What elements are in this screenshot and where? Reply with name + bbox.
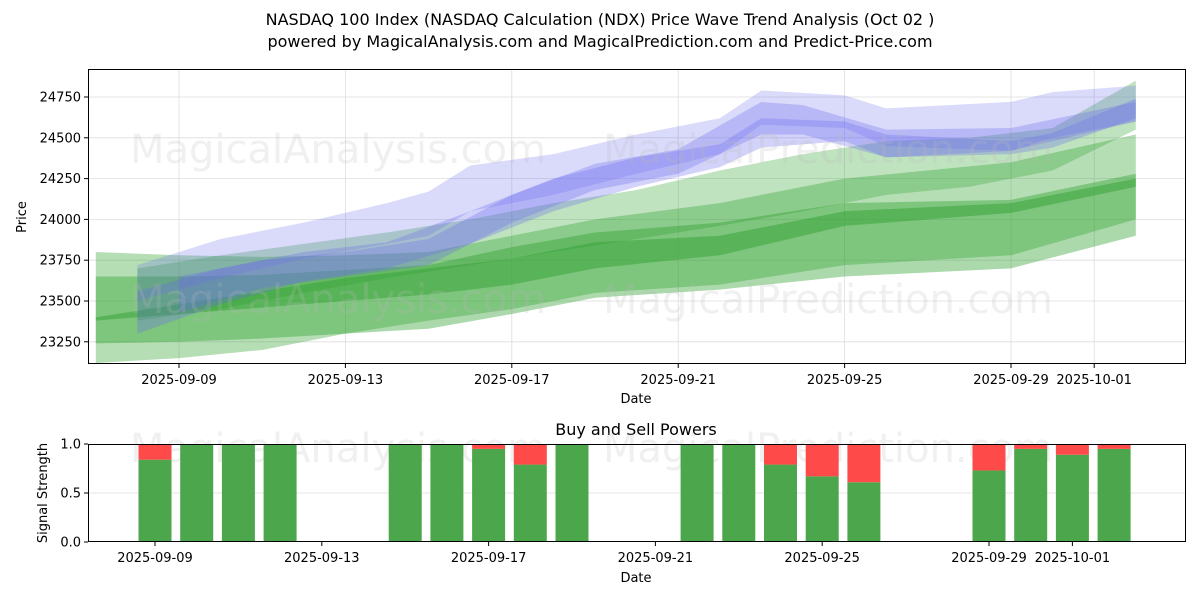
sell-bar	[138, 444, 172, 460]
buy-bar	[263, 444, 297, 542]
y-tick-label: 24750	[40, 91, 81, 106]
x-tick-label: 2025-09-25	[807, 373, 883, 388]
buy-bar	[847, 482, 881, 542]
chart-subtitle: powered by MagicalAnalysis.com and Magic…	[267, 32, 933, 51]
signal-y-axis-label: Signal Strength	[36, 443, 51, 543]
x-tick-label: 2025-09-21	[640, 373, 716, 388]
chart-title: NASDAQ 100 Index (NASDAQ Calculation (ND…	[265, 10, 935, 29]
signal-x-axis-label: Date	[620, 571, 651, 586]
x-tick-label: 2025-09-29	[973, 373, 1049, 388]
buy-bar	[472, 448, 506, 542]
sell-bar	[805, 444, 839, 477]
buy-bar	[513, 464, 547, 542]
green-band-1	[95, 134, 1136, 364]
price-y-axis: 23250 23500 23750 24000 24250 24500 24750	[40, 91, 88, 350]
buy-bar	[1097, 448, 1131, 542]
x-tick-label: 2025-10-01	[1056, 373, 1132, 388]
y-tick-label: 24250	[40, 172, 81, 187]
buy-bar	[764, 464, 797, 542]
x-tick-label: 2025-09-21	[618, 551, 694, 566]
x-tick-label: 2025-09-17	[451, 551, 527, 566]
signal-plot-frame	[88, 444, 1186, 542]
x-tick-label: 2025-09-13	[284, 551, 360, 566]
signal-chart-title: Buy and Sell Powers	[555, 420, 717, 439]
y-tick-label: 0.5	[60, 487, 81, 502]
x-tick-label: 2025-09-09	[141, 373, 217, 388]
watermark-3: MagicalAnalysis.com	[130, 277, 546, 323]
x-tick-label: 2025-09-17	[474, 373, 550, 388]
green-band-2	[95, 173, 1136, 344]
buy-bar	[680, 444, 714, 542]
buy-bar	[388, 444, 422, 542]
buy-bar	[180, 444, 214, 542]
buy-bar	[221, 444, 255, 542]
buy-bar	[138, 459, 172, 542]
buy-bar	[972, 470, 1006, 542]
buy-bar	[555, 444, 589, 542]
y-tick-label: 23250	[40, 335, 81, 350]
sell-bar	[1014, 444, 1048, 449]
sell-bar	[764, 444, 797, 465]
sell-bar	[472, 444, 506, 449]
sell-bar	[513, 444, 547, 465]
signal-x-axis: 2025-09-09 2025-09-13 2025-09-17 2025-09-21…	[117, 542, 1110, 566]
x-tick-label: 2025-10-01	[1035, 551, 1111, 566]
y-tick-label: 24500	[40, 131, 81, 146]
watermark-4: MagicalPrediction.com	[603, 277, 1053, 323]
buy-bar	[1014, 448, 1048, 542]
watermark-2: MagicalPrediction.com	[603, 127, 1053, 173]
sell-bar	[1055, 444, 1089, 455]
x-tick-label: 2025-09-25	[784, 551, 860, 566]
sell-bar	[972, 444, 1006, 471]
blue-band-2	[137, 98, 1136, 334]
price-y-axis-label: Price	[15, 201, 30, 233]
y-tick-label: 0.0	[60, 536, 81, 551]
buy-bar	[430, 444, 464, 542]
buy-bar	[805, 476, 839, 542]
sell-bar	[1097, 444, 1131, 449]
green-band-3	[95, 178, 1136, 321]
y-tick-label: 24000	[40, 213, 81, 228]
x-tick-label: 2025-09-09	[117, 551, 193, 566]
price-plot-frame	[88, 69, 1186, 364]
buy-bar	[722, 444, 756, 542]
y-tick-label: 1.0	[60, 438, 81, 453]
green-band-4	[137, 80, 1136, 321]
blue-band-3	[179, 101, 1136, 313]
buy-bar	[1055, 454, 1089, 542]
blue-band-1	[137, 85, 1136, 302]
signal-bars	[138, 444, 1131, 542]
signal-y-axis: 0.0 0.5 1.0	[60, 438, 88, 551]
watermark-1: MagicalAnalysis.com	[130, 127, 546, 173]
sell-bar	[847, 444, 881, 483]
price-x-axis: 2025-09-09 2025-09-13 2025-09-17 2025-09-21…	[141, 364, 1132, 388]
price-x-axis-label: Date	[620, 392, 651, 407]
y-tick-label: 23500	[40, 295, 81, 310]
y-tick-label: 23750	[40, 254, 81, 269]
price-bands	[95, 80, 1136, 364]
price-grid	[89, 70, 1185, 363]
x-tick-label: 2025-09-29	[951, 551, 1027, 566]
x-tick-label: 2025-09-13	[308, 373, 384, 388]
